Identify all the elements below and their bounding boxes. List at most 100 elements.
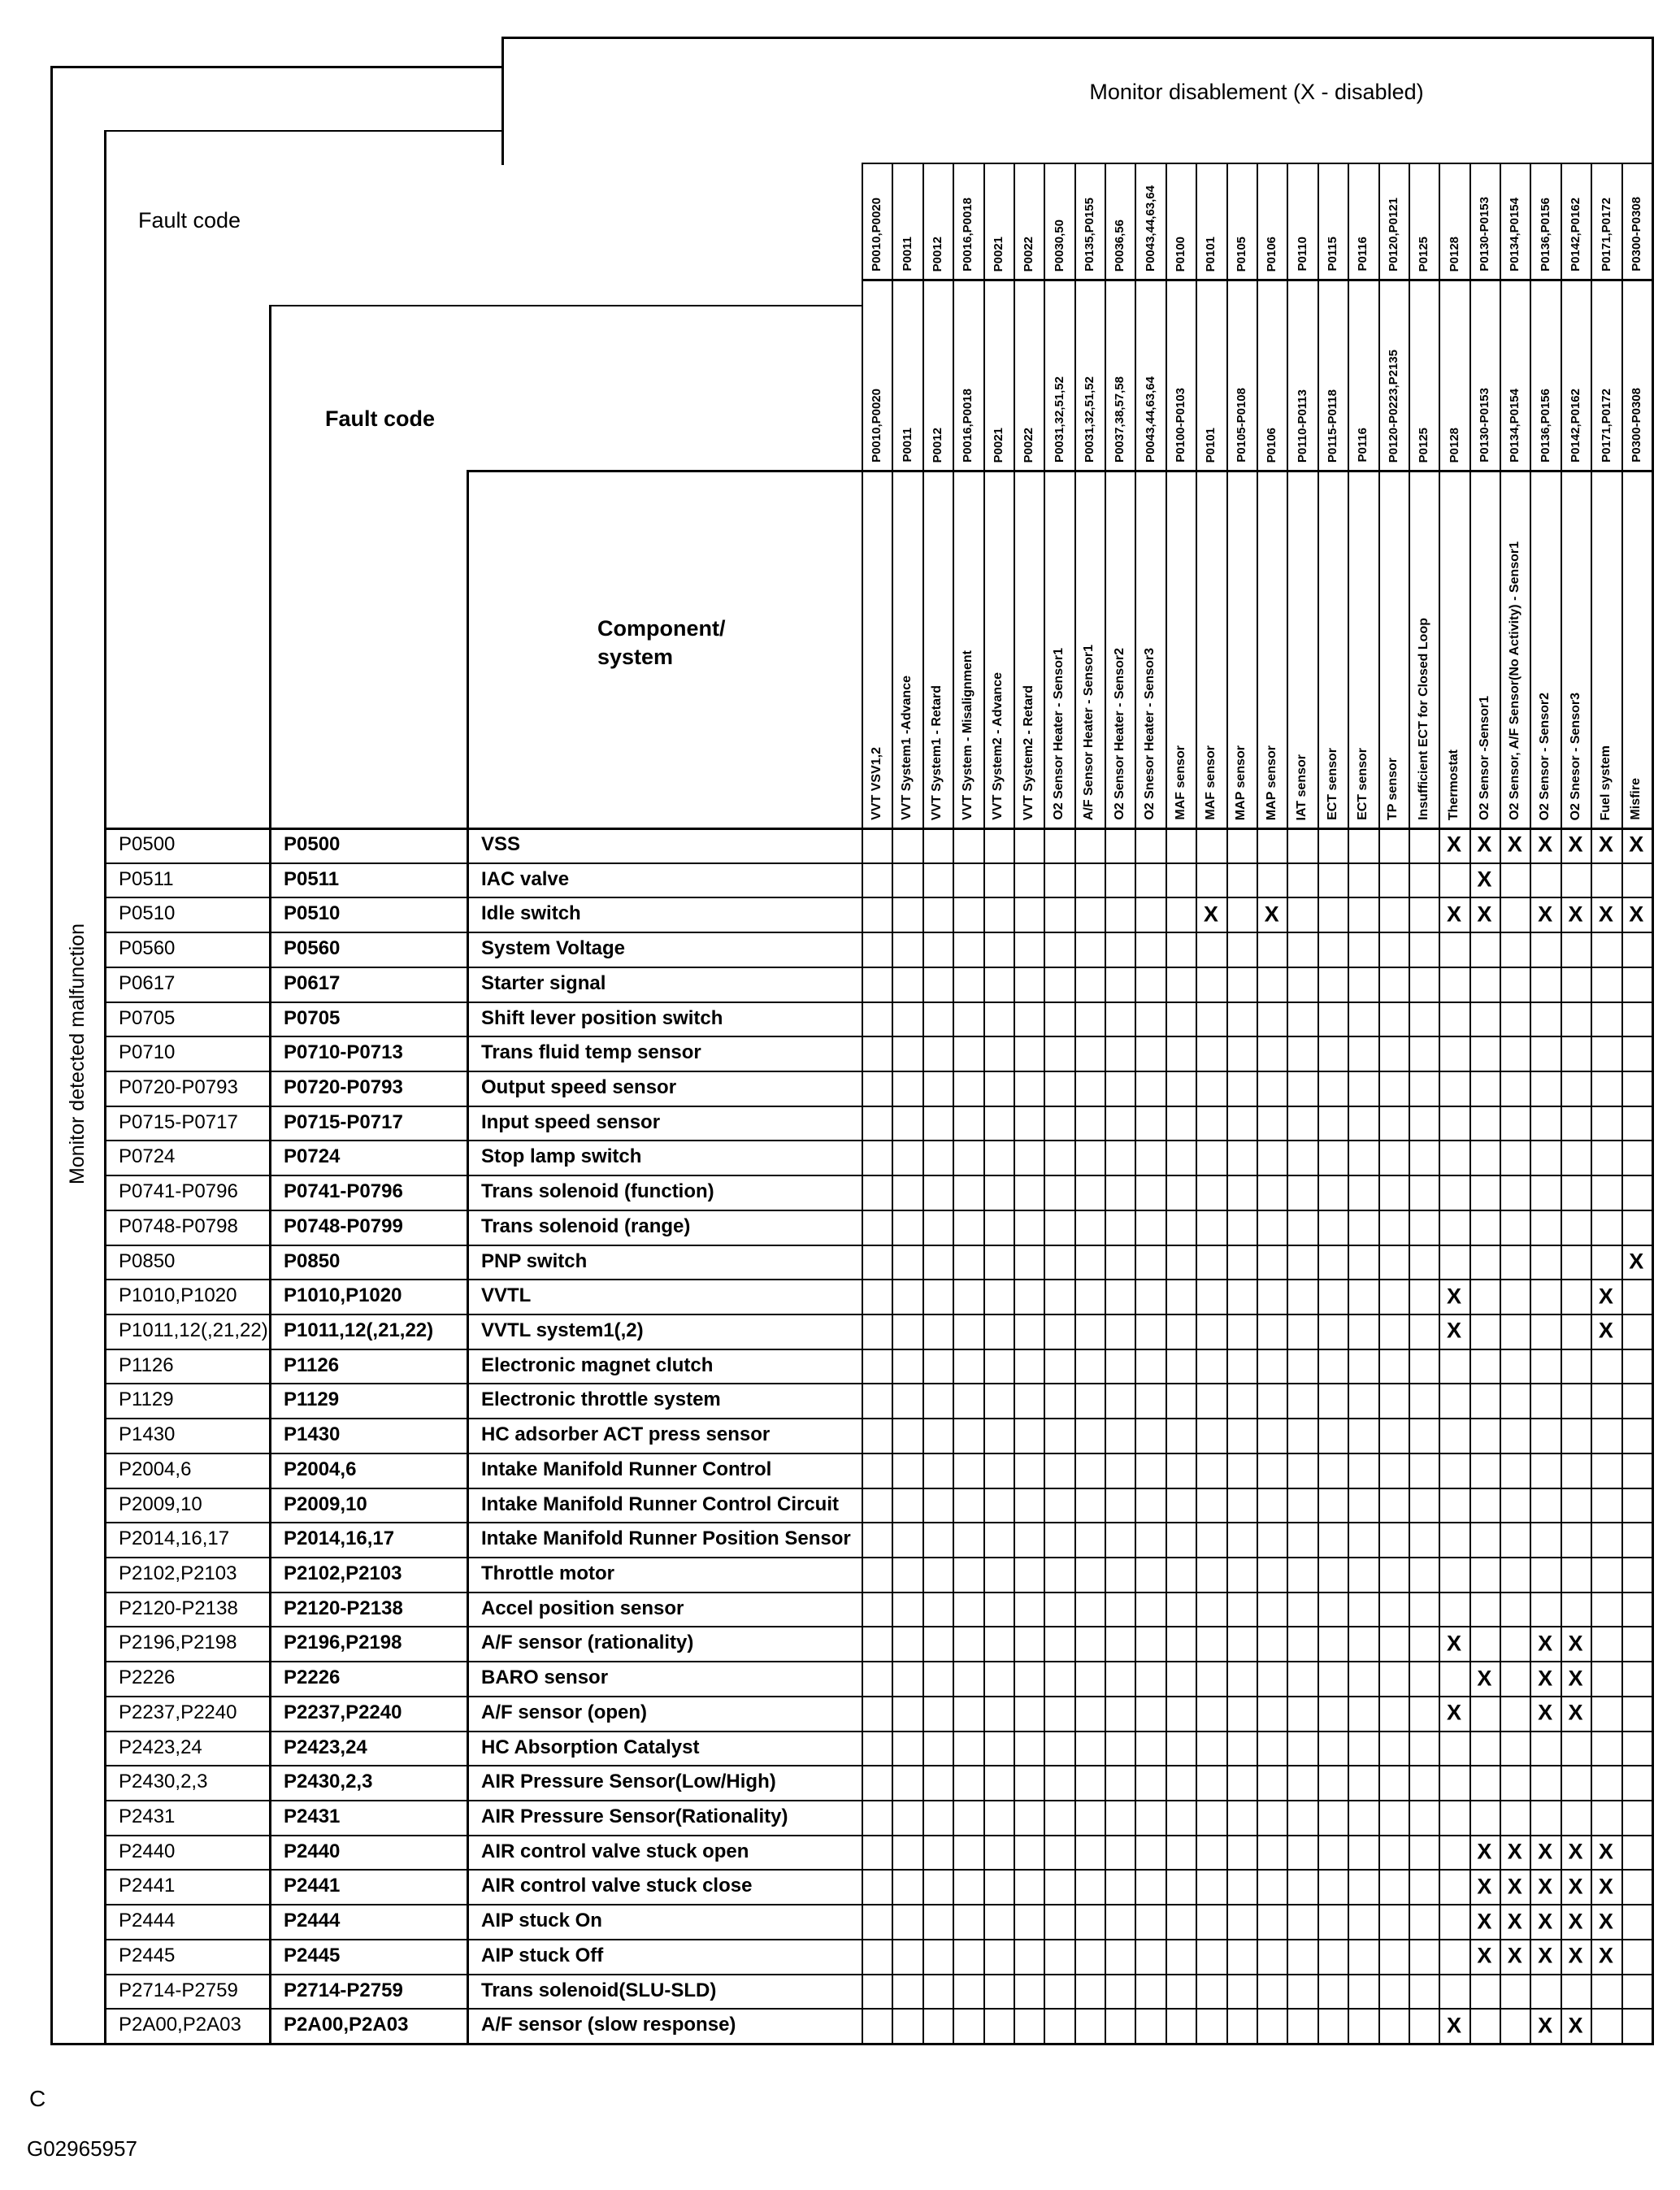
x-mark: X xyxy=(1538,1666,1553,1690)
fault-code-cell-1: P0748-P0798 xyxy=(119,1214,238,1237)
fault-code-cell-2: P0710-P0713 xyxy=(284,1041,403,1064)
component-cell: AIP stuck On xyxy=(481,1910,602,1932)
fault-code-cell-2: P2004,6 xyxy=(284,1458,357,1480)
fault-code-col-header: P0134,P0154 xyxy=(1508,389,1522,463)
grid-line xyxy=(104,1175,1652,1176)
fault-code-col-header: P0105 xyxy=(1234,236,1248,272)
component-col-header: A/F Sensor Heater - Sensor1 xyxy=(1082,644,1096,820)
x-mark: X xyxy=(1477,832,1492,857)
fault-code-cell-2: P0511 xyxy=(284,867,340,890)
grid-line xyxy=(104,863,1652,864)
grid-line xyxy=(104,1279,1652,1280)
fault-code-cell-1: P0500 xyxy=(119,833,176,855)
x-mark: X xyxy=(1598,1909,1613,1933)
grid-line xyxy=(467,470,1652,472)
grid-line xyxy=(104,1626,1652,1627)
component-col-header: ECT sensor xyxy=(1355,748,1370,820)
grid-line xyxy=(104,1974,1652,1975)
x-mark: X xyxy=(1538,1839,1553,1864)
x-mark: X xyxy=(1568,902,1583,927)
component-cell: Shift lever position switch xyxy=(481,1006,723,1029)
grid-line xyxy=(1409,163,1410,2043)
fault-code-col-header: P0300-P0308 xyxy=(1629,388,1643,463)
monitor-detected-malfunction-label: Monitor detected malfunction xyxy=(65,923,89,1185)
fault-code-col-header: P0010,P0020 xyxy=(870,389,884,463)
component-cell: Trans solenoid(SLU-SLD) xyxy=(481,1979,717,2001)
fault-code-cell-2: P2237,P2240 xyxy=(284,1701,402,1723)
x-mark: X xyxy=(1203,902,1218,927)
fault-code-col-header: P0116 xyxy=(1356,237,1370,272)
fault-code-cell-1: P2423,24 xyxy=(119,1736,202,1758)
fault-code-cell-1: P2440 xyxy=(119,1840,176,1862)
fault-code-col-header: P0110-P0113 xyxy=(1295,389,1309,463)
component-cell: Trans solenoid (range) xyxy=(481,1214,691,1237)
fault-code-col-header: P0036,56 xyxy=(1113,219,1127,272)
component-col-header: VVT System2 - Advance xyxy=(991,672,1005,820)
grid-line xyxy=(1652,37,1654,2045)
fault-code-col-header: P0135,P0155 xyxy=(1082,198,1096,272)
x-mark: X xyxy=(1477,1839,1492,1864)
grid-line xyxy=(104,1036,1652,1037)
grid-line xyxy=(104,1071,1652,1072)
fault-code-cell-1: P2014,16,17 xyxy=(119,1527,230,1550)
component-cell: Output speed sensor xyxy=(481,1076,677,1098)
x-mark: X xyxy=(1507,1839,1522,1864)
grid-line xyxy=(1287,163,1288,2043)
grid-line xyxy=(953,163,954,2043)
fault-code-cell-1: P1430 xyxy=(119,1423,176,1446)
component-col-header: VVT System1 - Retard xyxy=(930,684,944,820)
fault-code-col-header: P0022 xyxy=(1022,427,1036,463)
fault-code-cell-1: P1011,12(,21,22) xyxy=(119,1319,268,1341)
component-cell: IAC valve xyxy=(481,867,570,890)
fault-code-cell-2: P2444 xyxy=(284,1910,341,1932)
component-cell: Input speed sensor xyxy=(481,1110,661,1133)
grid-line xyxy=(104,1002,1652,1003)
x-mark: X xyxy=(1477,1666,1492,1690)
grid-line xyxy=(1530,163,1531,2043)
fault-code-cell-2: P2196,P2198 xyxy=(284,1632,402,1654)
x-mark: X xyxy=(1507,1874,1522,1899)
component-col-header: O2 Snesor Heater - Sensor3 xyxy=(1143,648,1157,820)
fault-code-col-header: P0120,P0121 xyxy=(1386,198,1400,272)
component-cell: AIR control valve stuck open xyxy=(481,1840,749,1862)
grid-line xyxy=(104,1800,1652,1801)
fault-code-cell-2: P0850 xyxy=(284,1249,341,1272)
fault-code-col-header: P0043,44,63,64 xyxy=(1143,376,1157,463)
component-cell: A/F sensor (slow response) xyxy=(481,2014,736,2036)
x-mark: X xyxy=(1446,1318,1462,1343)
grid-line xyxy=(1500,163,1501,2043)
monitor-disablement-title: Monitor disablement (X - disabled) xyxy=(1089,80,1424,104)
fault-code-cell-2: P2431 xyxy=(284,1805,341,1827)
grid-line xyxy=(104,1696,1652,1697)
component-col-header: O2 Sensor, A/F Sensor(No Activity) - Sen… xyxy=(1507,541,1522,820)
component-cell: VSS xyxy=(481,833,521,855)
x-mark: X xyxy=(1538,2013,1553,2038)
component-cell: AIR Pressure Sensor(Rationality) xyxy=(481,1805,788,1827)
grid-line xyxy=(50,66,504,68)
grid-line xyxy=(467,470,469,2043)
fault-code-col-header: P0106 xyxy=(1265,236,1279,272)
grid-line xyxy=(104,967,1652,968)
component-cell: AIR control valve stuck close xyxy=(481,1875,753,1897)
grid-line xyxy=(1621,163,1623,2043)
fault-code-strip-1: P0010,P0020 P0011 P0012 P0016,P0018 P0021 P00… xyxy=(862,163,1652,279)
grid-line xyxy=(1196,163,1197,2043)
fault-code-col-header: P0130-P0153 xyxy=(1478,197,1491,272)
component-col-header: O2 Sensor - Sensor2 xyxy=(1538,692,1552,820)
fault-code-cell-1: P2431 xyxy=(119,1805,176,1827)
component-cell: Trans solenoid (function) xyxy=(481,1180,714,1203)
fault-code-col-header: P0171,P0172 xyxy=(1599,389,1613,463)
fault-code-col-header: P0128 xyxy=(1447,236,1461,272)
fault-code-col-header: P0106 xyxy=(1265,427,1279,463)
x-mark: X xyxy=(1568,2013,1583,2038)
fault-code-cell-2: P2226 xyxy=(284,1666,341,1689)
fault-code-col-header: P0116 xyxy=(1356,428,1370,463)
component-cell: System Voltage xyxy=(481,937,625,960)
component-strip: VVT VSV1,2 VVT System1 -Advance VVT System… xyxy=(862,470,1652,828)
component-col-header: O2 Snesor - Sensor3 xyxy=(1568,692,1582,820)
component-col-header: ECT sensor xyxy=(1325,748,1339,820)
grid-line xyxy=(1014,163,1015,2043)
fault-code-cell-2: P2714-P2759 xyxy=(284,1979,403,2001)
component-system-header-line1: Component/ xyxy=(597,616,726,641)
fault-code-cell-1: P0720-P0793 xyxy=(119,1076,238,1098)
